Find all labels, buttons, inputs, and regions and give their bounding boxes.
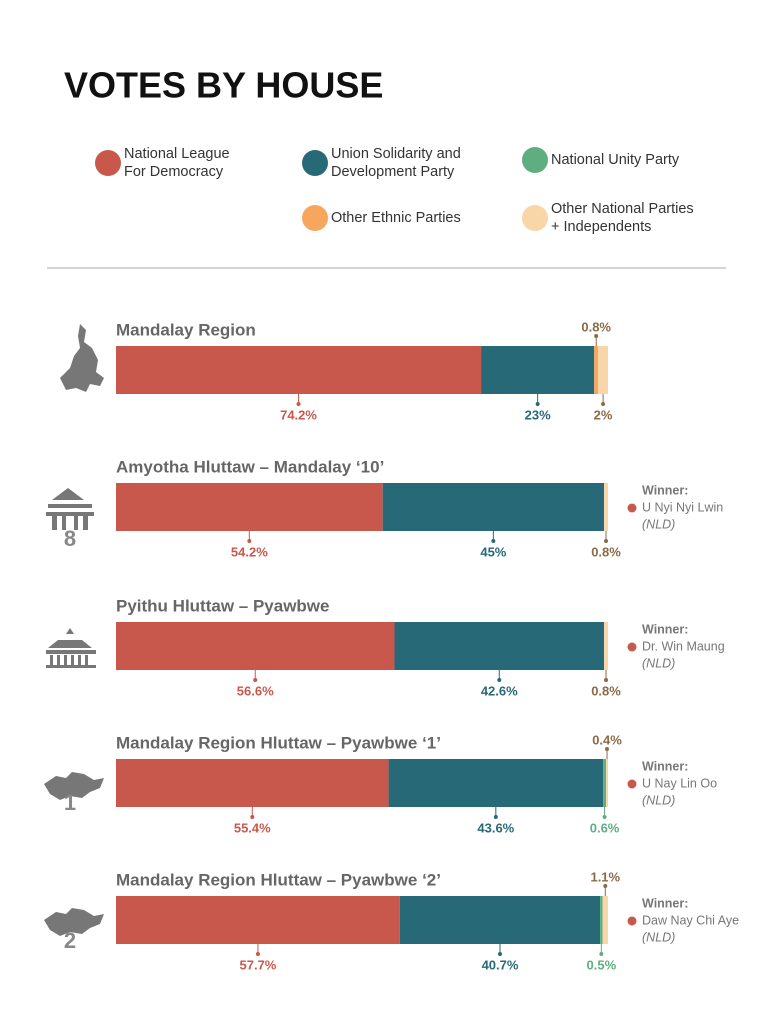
legend-swatch (302, 150, 328, 176)
winner-name: Dr. Win Maung (642, 639, 725, 653)
value-label: 45% (480, 544, 506, 559)
bar-segment (604, 622, 608, 670)
value-label: 54.2% (231, 544, 268, 559)
value-label: 40.7% (482, 957, 519, 972)
row-title: Mandalay Region Hluttaw – Pyawbwe ‘2’ (116, 870, 441, 889)
bar-segment (116, 483, 383, 531)
label-dot (491, 539, 496, 543)
winner-name: Daw Nay Chi Aye (642, 913, 739, 927)
legend-label: Union Solidarity and (331, 146, 461, 162)
winner-label: Winner: (642, 759, 688, 773)
value-label: 0.4% (592, 732, 622, 747)
value-label: 2% (594, 407, 613, 422)
legend-swatch (95, 150, 121, 176)
value-label: 0.8% (591, 683, 621, 698)
legend-label: National Unity Party (551, 152, 680, 168)
bar-segment (382, 483, 605, 531)
winner-name: U Nay Lin Oo (642, 776, 717, 790)
building-icon (46, 628, 96, 668)
row-title: Pyithu Hluttaw – Pyawbwe (116, 596, 330, 615)
bar-segment (604, 483, 608, 531)
label-dot (604, 678, 609, 682)
label-dot (296, 402, 301, 406)
label-dot (605, 747, 610, 751)
winner-party: (NLD) (642, 793, 675, 807)
value-label: 55.4% (234, 820, 271, 835)
bar-segment (600, 896, 603, 944)
icon-number: 8 (64, 526, 76, 551)
legend-label: Other Ethnic Parties (331, 210, 461, 226)
label-dot (498, 952, 503, 956)
label-dot (604, 539, 609, 543)
legend-label: National League (124, 146, 230, 162)
bar-segment (399, 896, 601, 944)
winner-party: (NLD) (642, 656, 675, 670)
bar-segment (116, 622, 395, 670)
bar-segment (603, 759, 607, 807)
winner-dot (627, 642, 637, 652)
value-label: 1.1% (590, 869, 620, 884)
value-label: 57.7% (240, 957, 277, 972)
label-dot (493, 815, 498, 819)
label-dot (255, 952, 260, 956)
legend-swatch (522, 147, 548, 173)
legend-swatch (302, 205, 328, 231)
label-dot (253, 678, 258, 682)
value-label: 0.8% (581, 319, 611, 334)
gate-icon (46, 488, 94, 530)
bar-segment (116, 896, 400, 944)
bar-segment (594, 346, 599, 394)
label-dot (601, 402, 606, 406)
value-label: 0.8% (591, 544, 621, 559)
value-label: 0.5% (587, 957, 617, 972)
winner-dot (627, 779, 637, 789)
label-dot (250, 815, 255, 819)
bar-segment (598, 346, 608, 394)
label-dot (535, 402, 540, 406)
bar-segment (116, 759, 389, 807)
district-map-icon (44, 908, 104, 936)
legend-label: Other National Parties (551, 201, 694, 217)
label-dot (247, 539, 252, 543)
row-title: Mandalay Region (116, 320, 256, 339)
label-dot (594, 334, 599, 338)
bar-segment (602, 896, 608, 944)
bar-segment (394, 622, 605, 670)
legend-label: For Democracy (124, 164, 224, 180)
winner-party: (NLD) (642, 517, 675, 531)
value-label: 43.6% (477, 820, 514, 835)
icon-number: 2 (64, 928, 76, 953)
winner-dot (627, 916, 637, 926)
value-label: 42.6% (481, 683, 518, 698)
winner-name: U Nyi Nyi Lwin (642, 500, 723, 514)
value-label: 56.6% (237, 683, 274, 698)
winner-label: Winner: (642, 483, 688, 497)
bar-segment (606, 759, 608, 807)
legend-swatch (522, 205, 548, 231)
value-label: 0.6% (590, 820, 620, 835)
label-dot (599, 952, 604, 956)
label-dot (497, 678, 502, 682)
label-dot (603, 884, 608, 888)
winner-party: (NLD) (642, 930, 675, 944)
row-title: Amyotha Hluttaw – Mandalay ‘10’ (116, 457, 384, 476)
legend-label: + Independents (551, 219, 651, 235)
icon-number: 1 (64, 790, 76, 815)
district-map-icon (44, 772, 104, 800)
legend-label: Development Party (331, 164, 455, 180)
value-label: 74.2% (280, 407, 317, 422)
chart-title: VOTES BY HOUSE (64, 65, 383, 106)
winner-dot (627, 503, 637, 513)
winner-label: Winner: (642, 622, 688, 636)
row-title: Mandalay Region Hluttaw – Pyawbwe ‘1’ (116, 733, 441, 752)
region-map-icon (60, 324, 104, 392)
label-dot (602, 815, 607, 819)
value-label: 23% (525, 407, 551, 422)
bar-segment (481, 346, 595, 394)
winner-label: Winner: (642, 896, 688, 910)
bar-segment (388, 759, 604, 807)
bar-segment (116, 346, 482, 394)
